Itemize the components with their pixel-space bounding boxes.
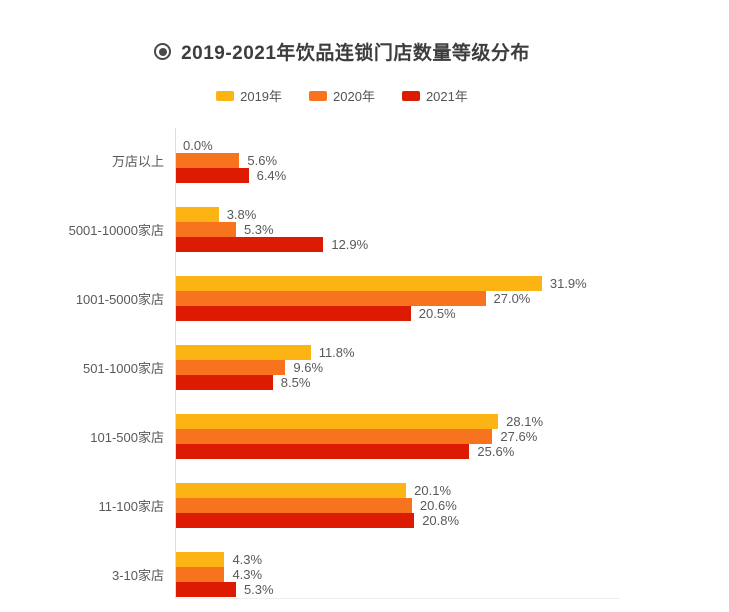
bar-2020年 [175, 291, 486, 306]
bar-row: 28.1% [175, 414, 660, 429]
bar-row: 11.8% [175, 345, 660, 360]
value-label: 31.9% [549, 276, 587, 291]
bar-group: 11-100家店 20.1% 20.6% 20.8% [24, 483, 660, 528]
value-label: 5.3% [243, 582, 274, 597]
bar-2020年 [175, 498, 412, 513]
bar-row: 5.3% [175, 222, 660, 237]
bar-row: 20.1% [175, 483, 660, 498]
value-label: 20.8% [422, 513, 460, 528]
bar-stack: 0.0% 5.6% 6.4% [175, 138, 660, 183]
bar-stack: 31.9% 27.0% 20.5% [175, 276, 660, 321]
bar-2019年 [175, 276, 542, 291]
bar-2020年 [175, 429, 493, 444]
legend-item-2020: 2020年 [309, 86, 375, 105]
bar-2020年 [175, 153, 240, 168]
bar-2021年 [175, 444, 470, 459]
bar-stack: 11.8% 9.6% 8.5% [175, 345, 660, 390]
bar-row: 27.0% [175, 291, 660, 306]
bar-row: 31.9% [175, 276, 660, 291]
bar-2020年 [175, 360, 286, 375]
value-label: 6.4% [256, 168, 287, 183]
bar-row: 6.4% [175, 168, 660, 183]
legend-label-2019: 2019年 [240, 89, 283, 104]
bar-row: 8.5% [175, 375, 660, 390]
bar-group: 万店以上 0.0% 5.6% 6.4% [24, 138, 660, 183]
value-label: 20.6% [419, 498, 457, 513]
category-label: 1001-5000家店 [75, 292, 164, 307]
value-label: 27.6% [500, 429, 538, 444]
bar-stack: 20.1% 20.6% 20.8% [175, 483, 660, 528]
bar-row: 4.3% [175, 567, 660, 582]
legend-label-2020: 2020年 [333, 89, 375, 104]
bar-stack: 28.1% 27.6% 25.6% [175, 414, 660, 459]
value-label: 0.0% [183, 138, 213, 153]
bar-row: 25.6% [175, 444, 660, 459]
category-label: 101-500家店 [90, 430, 164, 445]
bullseye-icon [154, 43, 172, 60]
bar-row: 20.8% [175, 513, 660, 528]
bar-row: 27.6% [175, 429, 660, 444]
value-label: 11.8% [318, 345, 355, 360]
bar-row: 12.9% [175, 237, 660, 252]
bar-stack: 4.3% 4.3% 5.3% [175, 552, 660, 597]
value-label: 5.3% [243, 222, 274, 237]
bar-row: 5.3% [175, 582, 660, 597]
bar-2019年 [175, 345, 311, 360]
bar-group: 501-1000家店 11.8% 9.6% 8.5% [24, 345, 660, 390]
bar-2021年 [175, 513, 415, 528]
value-label: 5.6% [247, 153, 278, 168]
chart-title: 2019-2021年饮品连锁门店数量等级分布 [181, 43, 530, 64]
category-label: 11-100家店 [98, 499, 164, 514]
bar-2021年 [175, 306, 411, 321]
bar-2020年 [175, 567, 225, 582]
value-label: 8.5% [280, 375, 311, 390]
category-label: 501-1000家店 [83, 361, 164, 376]
category-label: 3-10家店 [111, 568, 164, 583]
bar-2020年 [175, 222, 236, 237]
legend-swatch-2020 [309, 90, 328, 101]
value-label: 4.3% [232, 567, 263, 582]
value-label: 20.1% [414, 483, 452, 498]
bar-2021年 [175, 237, 324, 252]
chart-container: 2019-2021年饮品连锁门店数量等级分布 2019年 2020年 2021年… [24, 0, 660, 599]
value-label: 12.9% [331, 237, 369, 252]
category-label: 5001-10000家店 [68, 223, 164, 238]
value-label: 25.6% [477, 444, 515, 459]
value-label: 28.1% [506, 414, 544, 429]
bar-2019年 [175, 552, 225, 567]
bar-group: 1001-5000家店 31.9% 27.0% 20.5% [24, 276, 660, 321]
category-label: 万店以上 [111, 154, 164, 169]
bar-group: 101-500家店 28.1% 27.6% 25.6% [24, 414, 660, 459]
legend-swatch-2021 [401, 90, 420, 101]
legend-item-2019: 2019年 [216, 86, 282, 105]
bar-row: 20.5% [175, 306, 660, 321]
value-label: 3.8% [226, 207, 257, 222]
value-label: 4.3% [232, 552, 263, 567]
bar-row: 3.8% [175, 207, 660, 222]
chart-header: 2019-2021年饮品连锁门店数量等级分布 [24, 0, 660, 65]
bar-2019年 [175, 414, 499, 429]
bar-group: 3-10家店 4.3% 4.3% 5.3% [24, 552, 660, 597]
legend-item-2021: 2021年 [401, 86, 468, 105]
bar-group: 5001-10000家店 3.8% 5.3% 12.9% [24, 207, 660, 252]
bar-row: 0.0% [175, 138, 660, 153]
bar-2019年 [175, 207, 219, 222]
bar-row: 4.3% [175, 552, 660, 567]
plot-area: 万店以上 0.0% 5.6% 6.4% 5001-10000家店 3.8% 5.3% 12.9… [24, 128, 660, 599]
legend-label-2021: 2021年 [425, 89, 468, 104]
legend: 2019年 2020年 2021年 [24, 86, 660, 105]
bar-stack: 3.8% 5.3% 12.9% [175, 207, 660, 252]
bar-row: 9.6% [175, 360, 660, 375]
value-label: 27.0% [493, 291, 531, 306]
bar-row: 5.6% [175, 153, 660, 168]
bar-2021年 [175, 168, 249, 183]
bar-2021年 [175, 582, 236, 597]
value-label: 9.6% [293, 360, 324, 375]
legend-swatch-2019 [216, 90, 235, 101]
bar-2021年 [175, 375, 273, 390]
bar-row: 20.6% [175, 498, 660, 513]
bar-2019年 [175, 483, 407, 498]
value-label: 20.5% [418, 306, 456, 321]
